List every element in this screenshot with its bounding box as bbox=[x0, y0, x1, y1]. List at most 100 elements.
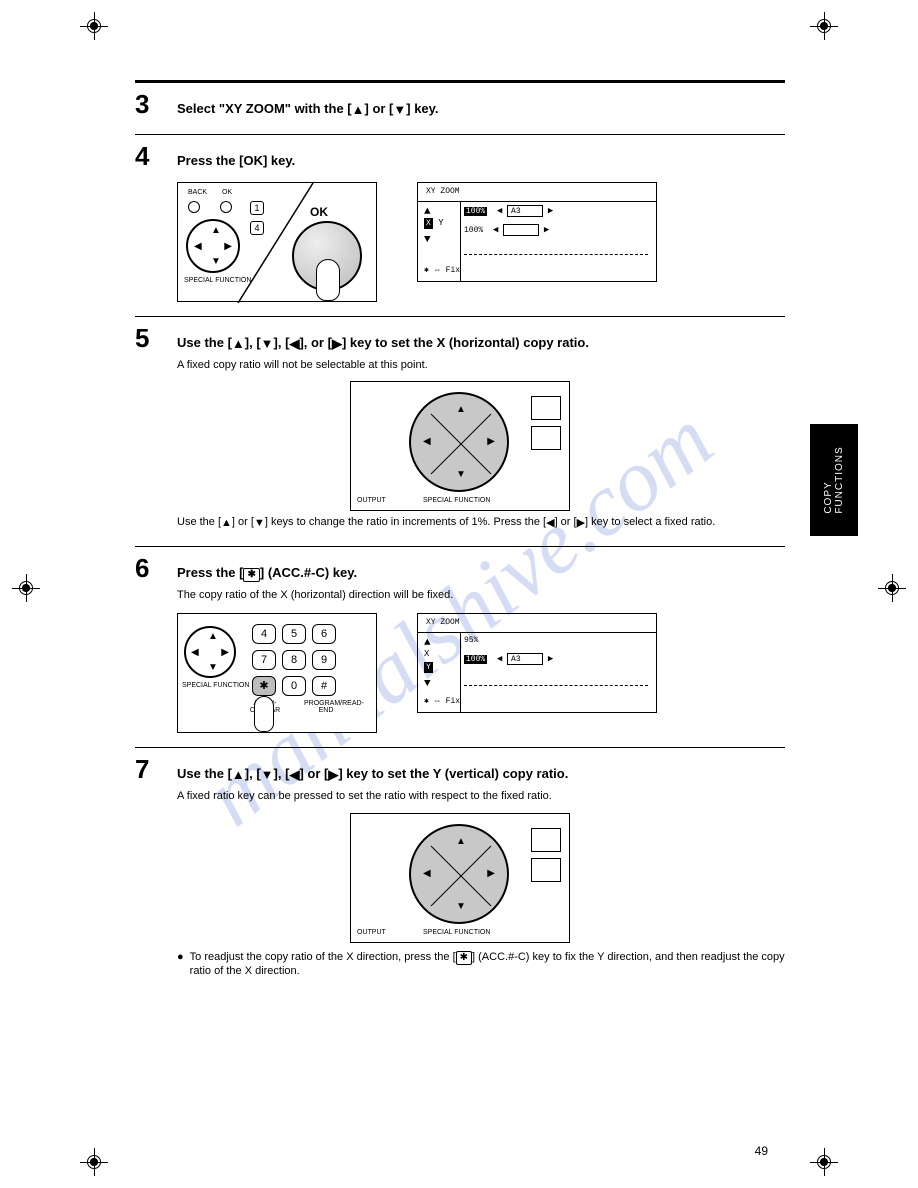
crop-mark bbox=[80, 12, 108, 40]
dpad-icon: ▲ ▼ ◀ ▶ bbox=[184, 626, 236, 678]
key-9-icon: 9 bbox=[312, 650, 336, 670]
key-5-icon: 5 bbox=[282, 624, 306, 644]
note-bullet: ● bbox=[177, 951, 184, 977]
right-triangle-icon: ▶ bbox=[328, 766, 338, 784]
lr-arrow-icon: ⇔ bbox=[435, 697, 440, 706]
control-panel-ok-figure: BACK OK ▲ ▼ ◀ ▶ SPECIAL FUNCTION 1 4 OK bbox=[177, 182, 377, 302]
crop-mark bbox=[810, 12, 838, 40]
finger-icon bbox=[316, 259, 340, 301]
down-triangle-icon: ▼ bbox=[254, 516, 265, 531]
rule bbox=[135, 546, 785, 547]
lr-arrow-icon: ⇔ bbox=[435, 266, 440, 275]
step-note: ● To readjust the copy ratio of the X di… bbox=[177, 951, 785, 977]
step-number: 5 bbox=[135, 323, 165, 354]
output-label: OUTPUT bbox=[357, 497, 386, 504]
step-number: 7 bbox=[135, 754, 165, 785]
step-title: Use the [▲], [▼], [◀], or [▶] key to set… bbox=[177, 334, 589, 353]
step-4: 4 Press the [OK] key. BACK OK ▲ ▼ ◀ ▶ SP… bbox=[135, 141, 785, 302]
keypad-figure: ▲ ▼ ◀ ▶ SPECIAL FUNCTION 4 5 6 7 8 9 ✱ 0… bbox=[177, 613, 377, 733]
lcd-x-ratio: 100% bbox=[464, 207, 487, 216]
rule bbox=[135, 316, 785, 317]
crop-mark bbox=[878, 574, 906, 602]
lcd-header: XY ZOOM bbox=[426, 187, 648, 196]
lcd-fix-label: Fix bbox=[446, 697, 460, 706]
key-group-icon bbox=[531, 828, 561, 852]
section-tab: COPY FUNCTIONS bbox=[810, 424, 858, 536]
special-function-label: SPECIAL FUNCTION bbox=[182, 682, 249, 689]
lcd-y-selected: Y bbox=[424, 662, 433, 673]
star-icon: ✱ bbox=[424, 265, 429, 275]
key-0-icon: 0 bbox=[282, 676, 306, 696]
left-triangle-icon: ◀ bbox=[289, 335, 299, 353]
dpad-icon: ▲ ▼ ◀ ▶ bbox=[409, 392, 509, 492]
up-triangle-icon: ▲ bbox=[232, 766, 245, 784]
lcd-display: XY ZOOM ▲ X Y ▼ 100% ◀ A3 ▶ 100% ◀ ▶ ✱ ⇔ bbox=[417, 182, 657, 282]
key-hash-icon: # bbox=[312, 676, 336, 696]
key-group-icon bbox=[531, 396, 561, 420]
lcd-size-box: A3 bbox=[507, 653, 543, 665]
lcd-header: XY ZOOM bbox=[426, 618, 648, 627]
down-triangle-icon: ▼ bbox=[393, 101, 406, 119]
step-5: 5 Use the [▲], [▼], [◀], or [▶] key to s… bbox=[135, 323, 785, 532]
down-triangle-icon: ▼ bbox=[424, 678, 458, 690]
rule bbox=[135, 747, 785, 748]
key-group-icon bbox=[531, 426, 561, 450]
step-3: 3 Select "XY ZOOM" with the [▲] or [▼] k… bbox=[135, 89, 785, 120]
lcd-display: XY ZOOM ▲ X Y ▼ 95% 100% ◀ A3 ▶ ✱ ⇔ F bbox=[417, 613, 657, 713]
output-label: OUTPUT bbox=[357, 929, 386, 936]
step-number: 3 bbox=[135, 89, 165, 120]
ok-big-label: OK bbox=[310, 205, 328, 219]
dpad-figure: ▲ ▼ ◀ ▶ OUTPUT SPECIAL FUNCTION bbox=[350, 381, 570, 511]
program-label: PROGRAM/READ-END bbox=[304, 700, 348, 714]
rule bbox=[135, 134, 785, 135]
left-triangle-icon: ◀ bbox=[289, 766, 299, 784]
crop-mark bbox=[80, 1148, 108, 1176]
down-triangle-icon: ▼ bbox=[261, 335, 274, 353]
rule bbox=[135, 80, 785, 83]
star-key-icon: ✱ bbox=[456, 951, 472, 965]
page-number: 49 bbox=[755, 1144, 768, 1158]
step-number: 6 bbox=[135, 553, 165, 584]
lcd-fix-label: Fix bbox=[446, 266, 460, 275]
down-triangle-icon: ▼ bbox=[261, 766, 274, 784]
step-title: Press the [OK] key. bbox=[177, 152, 295, 170]
step-title: Press the [✱] (ACC.#-C) key. bbox=[177, 564, 357, 582]
page-content: 3 Select "XY ZOOM" with the [▲] or [▼] k… bbox=[135, 80, 785, 991]
up-triangle-icon: ▲ bbox=[424, 206, 458, 218]
step-note: Use the [▲] or [▼] keys to change the ra… bbox=[177, 515, 785, 531]
finger-icon bbox=[254, 696, 274, 732]
lcd-y-label: Y bbox=[438, 218, 443, 228]
lcd-x-ratio: 95% bbox=[464, 636, 478, 645]
left-triangle-icon: ◀ bbox=[546, 516, 554, 531]
special-function-label: SPECIAL FUNCTION bbox=[423, 497, 490, 504]
lcd-empty-box bbox=[503, 224, 539, 236]
down-triangle-icon: ▼ bbox=[424, 234, 458, 246]
star-icon: ✱ bbox=[424, 696, 429, 706]
lcd-y-ratio: 100% bbox=[464, 655, 487, 664]
section-tab-label: COPY FUNCTIONS bbox=[823, 446, 845, 513]
up-triangle-icon: ▲ bbox=[221, 516, 232, 531]
dpad-figure: ▲ ▼ ◀ ▶ OUTPUT SPECIAL FUNCTION bbox=[350, 813, 570, 943]
step-title: Use the [▲], [▼], [◀] or [▶] key to set … bbox=[177, 765, 568, 784]
up-triangle-icon: ▲ bbox=[424, 637, 458, 649]
step-6: 6 Press the [✱] (ACC.#-C) key. The copy … bbox=[135, 553, 785, 733]
up-triangle-icon: ▲ bbox=[232, 335, 245, 353]
up-triangle-icon: ▲ bbox=[352, 101, 365, 119]
key-star-icon: ✱ bbox=[252, 676, 276, 696]
crop-mark bbox=[12, 574, 40, 602]
crop-mark bbox=[810, 1148, 838, 1176]
key-4-icon: 4 bbox=[252, 624, 276, 644]
lcd-x-label: X bbox=[424, 649, 458, 659]
star-key-icon: ✱ bbox=[243, 568, 259, 582]
step-number: 4 bbox=[135, 141, 165, 172]
key-7-icon: 7 bbox=[252, 650, 276, 670]
key-6-icon: 6 bbox=[312, 624, 336, 644]
lcd-size-box: A3 bbox=[507, 205, 543, 217]
step-title: Select "XY ZOOM" with the [▲] or [▼] key… bbox=[177, 100, 439, 119]
step-body: A fixed ratio key can be pressed to set … bbox=[177, 789, 785, 804]
key-8-icon: 8 bbox=[282, 650, 306, 670]
step-body: The copy ratio of the X (horizontal) dir… bbox=[177, 588, 785, 603]
key-group-icon bbox=[531, 858, 561, 882]
special-function-label: SPECIAL FUNCTION bbox=[423, 929, 490, 936]
step-body: A fixed copy ratio will not be selectabl… bbox=[177, 358, 785, 373]
